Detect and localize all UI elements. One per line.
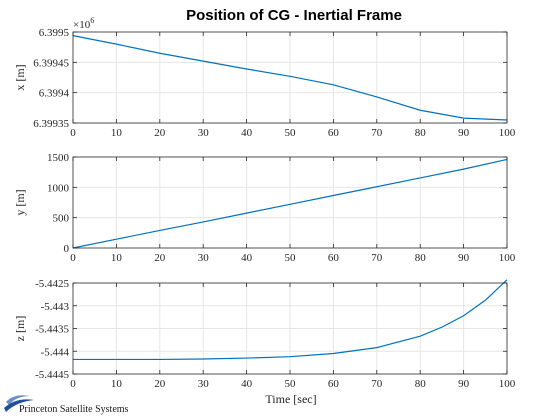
y-x-tick-label: 100: [499, 252, 516, 264]
y-y-axis-label: y [m]: [13, 189, 27, 215]
z-x-tick-label: 90: [458, 378, 470, 390]
z-x-tick-label: 0: [70, 378, 76, 390]
y-x-tick-label: 60: [328, 252, 340, 264]
y-y-tick-label: 1000: [47, 182, 70, 194]
x-x-tick-label: 70: [371, 127, 383, 139]
x-y-tick-label: 6.39945: [33, 57, 69, 69]
z-y-tick-label: -5.4425: [35, 278, 69, 290]
z-x-tick-label: 70: [371, 378, 383, 390]
y-y-tick-label: 500: [53, 213, 70, 225]
y-x-tick-label: 40: [241, 252, 253, 264]
y-x-tick-label: 50: [285, 252, 297, 264]
x-x-tick-label: 40: [241, 127, 253, 139]
x-x-tick-label: 80: [415, 127, 427, 139]
x-x-tick-label: 20: [154, 127, 166, 139]
x-y-tick-label: 6.3994: [39, 88, 70, 100]
y-x-tick-label: 80: [415, 252, 427, 264]
x-position-series-line: [72, 35, 508, 121]
x-x-tick-label: 90: [458, 127, 470, 139]
logo-swoosh-icon: [6, 395, 30, 405]
z-x-tick-label: 60: [328, 378, 340, 390]
x-axis-exponent: ×106: [73, 16, 94, 31]
z-y-tick-label: -5.444: [41, 346, 70, 358]
chart-title: Position of CG - Inertial Frame: [186, 7, 402, 24]
z-x-tick-label: 30: [198, 378, 210, 390]
princeton-satellite-systems-logo: Princeton Satellite Systems: [4, 395, 129, 415]
x-x-tick-label: 50: [285, 127, 297, 139]
x-x-tick-label: 60: [328, 127, 340, 139]
x-x-tick-label: 10: [111, 127, 123, 139]
logo-text: Princeton Satellite Systems: [19, 404, 129, 415]
z-y-tick-label: -5.4435: [35, 324, 69, 336]
x-y-tick-label: 6.3995: [39, 27, 70, 39]
z-x-tick-label: 40: [241, 378, 253, 390]
y-x-tick-label: 90: [458, 252, 470, 264]
z-position-axes: 0 10 20 30 40 50 60 70 80 90 100 -5.4445 -5.444 -5.44…: [13, 278, 516, 390]
x-x-tick-label: 0: [70, 127, 76, 139]
y-position-series-line: [72, 158, 508, 249]
z-x-tick-label: 80: [415, 378, 427, 390]
z-position-series-line: [73, 279, 508, 361]
x-y-axis-label: x [m]: [13, 64, 27, 90]
y-y-tick-label: 1500: [47, 152, 70, 164]
z-y-tick-label: -5.443: [41, 301, 70, 313]
x-y-tick-label: 6.39935: [33, 118, 69, 130]
y-x-tick-label: 0: [70, 252, 76, 264]
z-x-tick-label: 100: [499, 378, 516, 390]
logo-swoosh-dark-icon: [4, 399, 34, 412]
x-axis-label: Time [sec]: [265, 392, 316, 406]
x-x-tick-label: 100: [499, 127, 516, 139]
z-x-tick-label: 10: [111, 378, 123, 390]
y-x-tick-label: 30: [198, 252, 210, 264]
z-x-tick-label: 20: [154, 378, 166, 390]
z-y-axis-label: z [m]: [13, 316, 27, 342]
z-x-tick-label: 50: [285, 378, 297, 390]
y-x-tick-label: 70: [371, 252, 383, 264]
y-x-tick-label: 20: [154, 252, 166, 264]
y-x-tick-label: 10: [111, 252, 123, 264]
x-position-axes: 0 10 20 30 40 50 60 70 80 90 100 6.39935 6.3994 6.399…: [13, 16, 516, 139]
x-axis-exponent-power: 6: [90, 16, 94, 25]
y-y-tick-label: 0: [64, 243, 70, 255]
z-y-tick-label: -5.4445: [35, 369, 69, 381]
x-x-tick-label: 30: [198, 127, 210, 139]
